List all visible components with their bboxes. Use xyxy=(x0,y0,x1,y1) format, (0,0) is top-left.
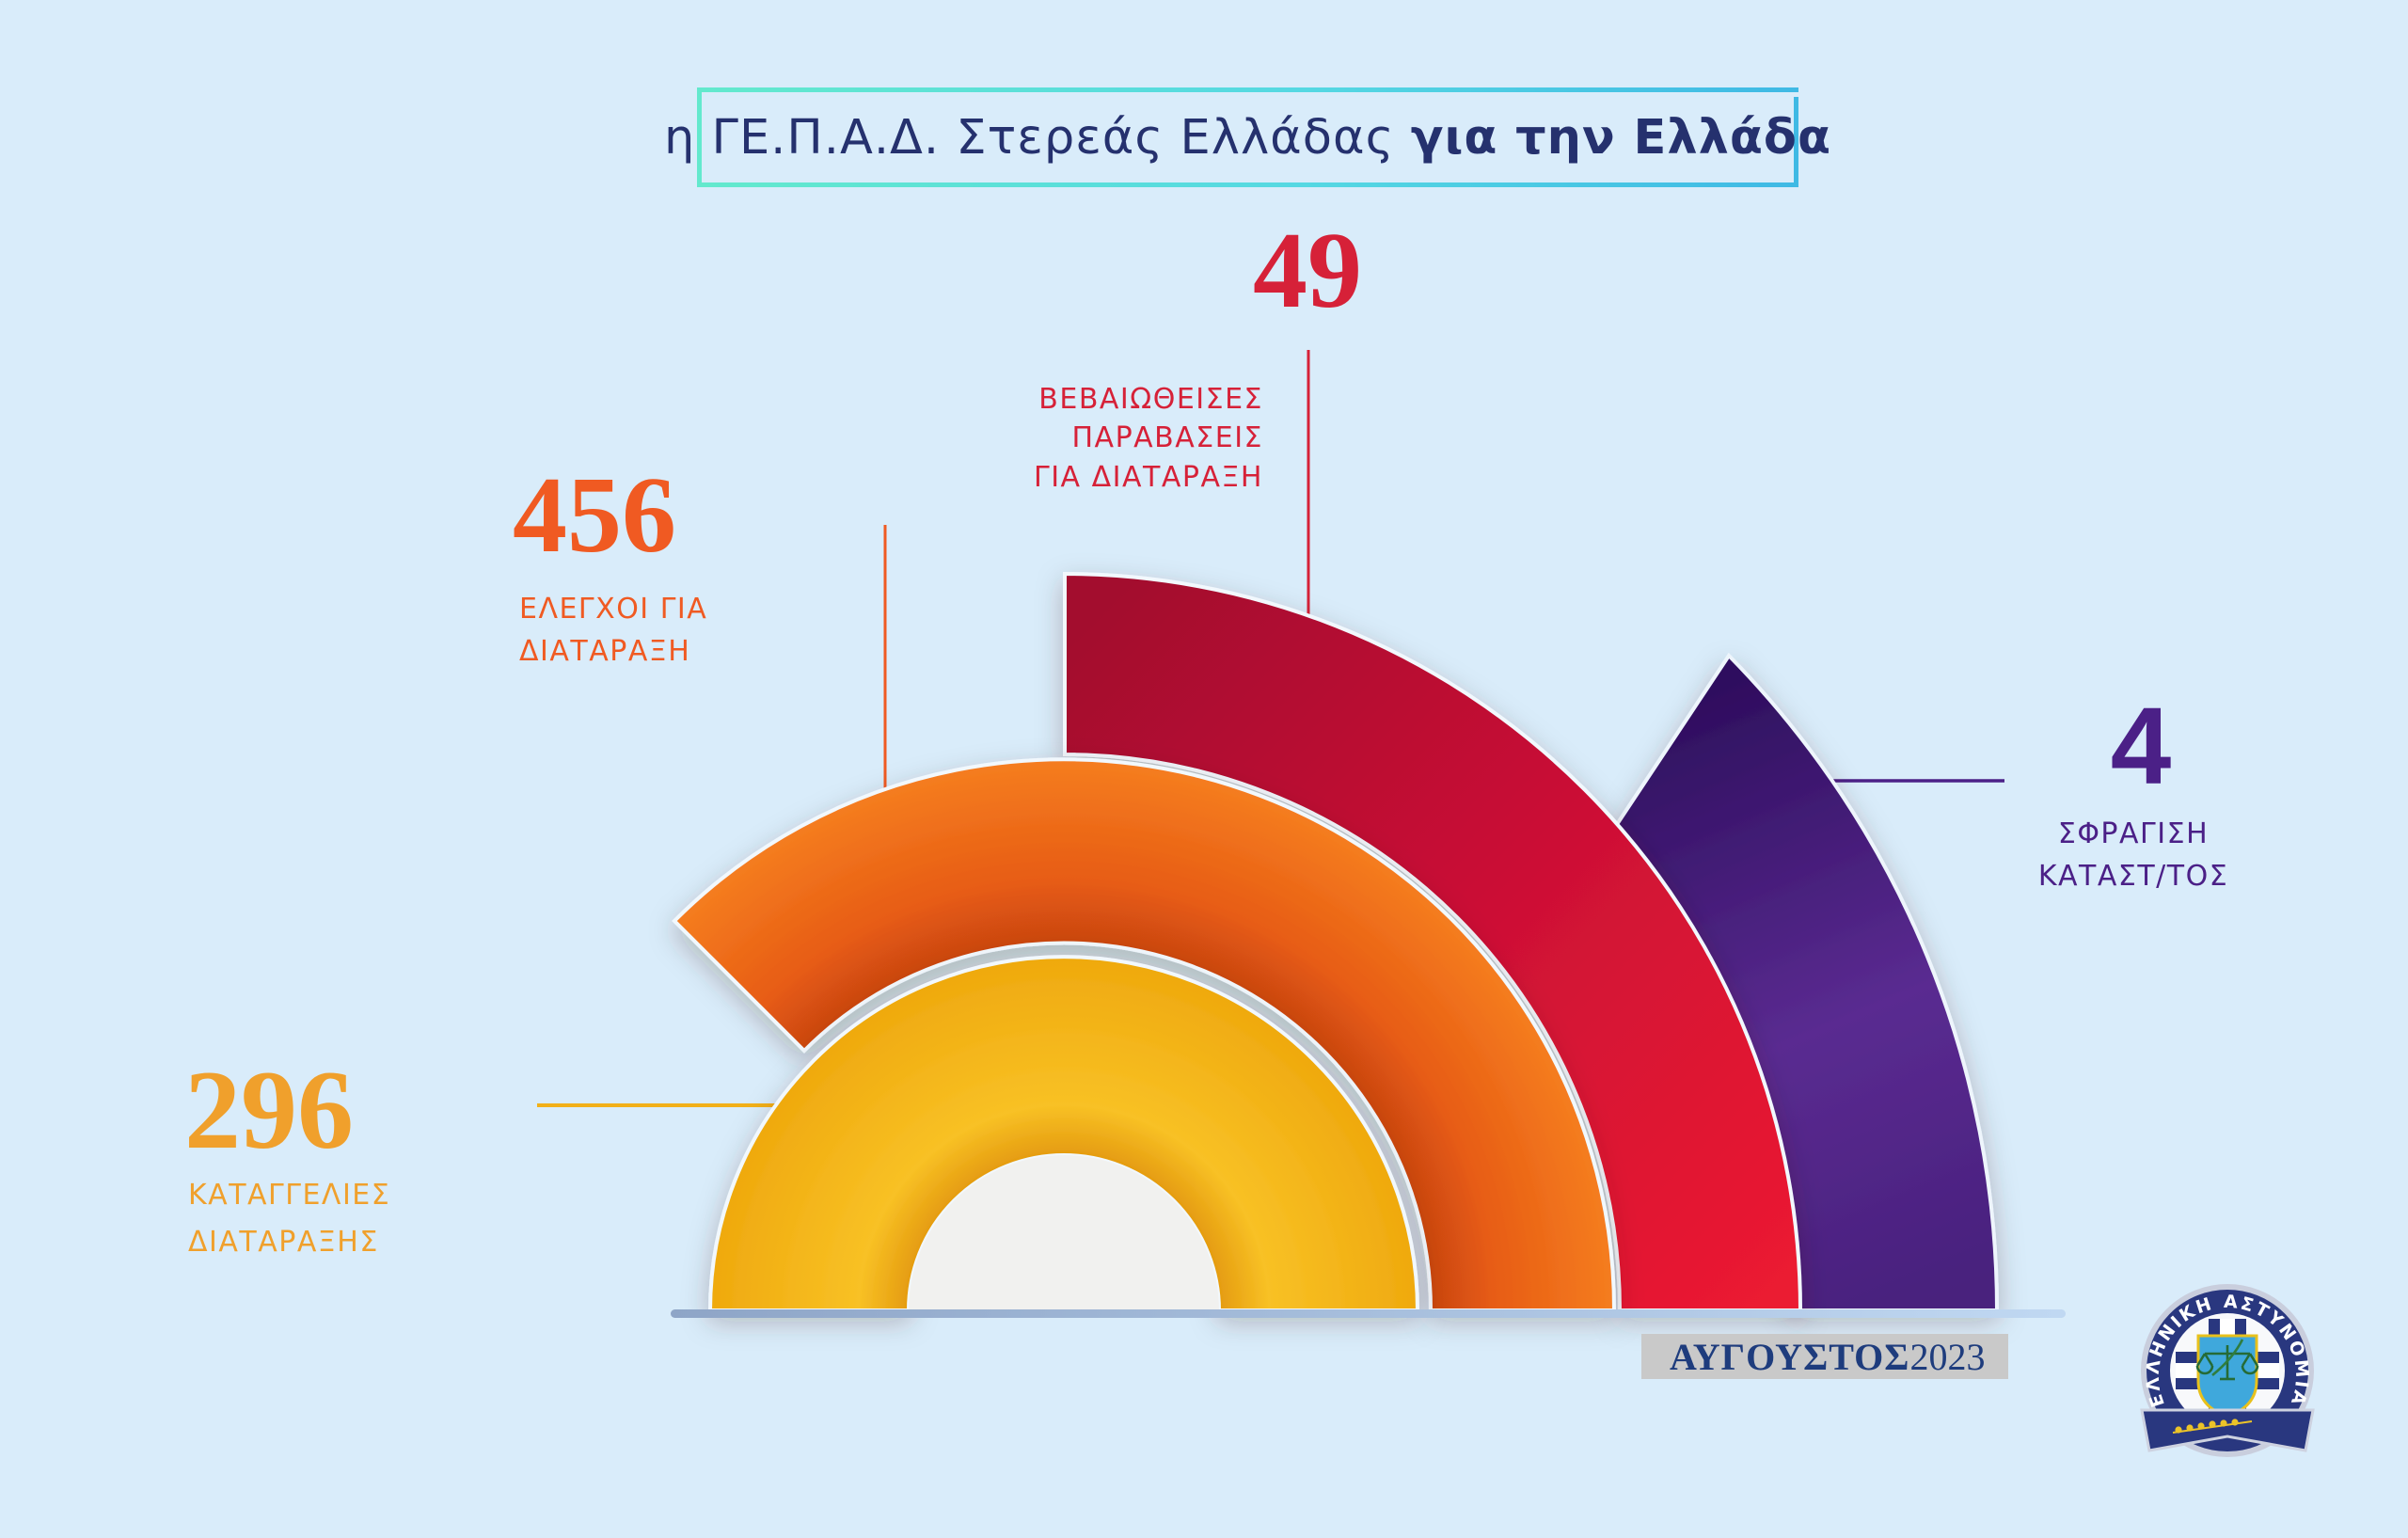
stat-label-line: ΔΙΑΤΑΡΑΞΗ xyxy=(519,635,691,668)
border-gap xyxy=(1447,178,1552,182)
border-gap xyxy=(939,178,963,182)
title-prefix: η ΓΕ.Π.Α.Δ. Στερεάς Ελλάδας xyxy=(664,109,1411,166)
stat-value-sealings: 4 xyxy=(2110,685,2172,807)
stat-label-line: ΕΛΕΓΧΟΙ ΓΙΑ xyxy=(519,593,708,626)
arc-center-hole xyxy=(909,1155,1219,1310)
stat-label-line: ΓΙΑ ΔΙΑΤΑΡΑΞΗ xyxy=(1034,460,1263,494)
border-gap xyxy=(1756,92,1807,97)
period-box: ΑΥΓΟΥΣΤΟΣ 2023 xyxy=(1641,1334,2008,1379)
border-gap xyxy=(1519,92,1698,97)
period-year: 2023 xyxy=(1909,1335,1986,1378)
stat-label-complaints: ΚΑΤΑΓΓΕΛΙΕΣ ΔΙΑΤΑΡΑΞΗΣ xyxy=(188,1172,390,1265)
stat-label-line: ΣΦΡΑΓΙΣΗ xyxy=(2057,817,2210,850)
title-bold: για την Ελλάδα xyxy=(1410,109,1831,166)
stat-label-line: ΠΑΡΑΒΑΣΕΙΣ xyxy=(1071,421,1263,455)
stat-value-inspections: 456 xyxy=(513,455,676,576)
logo-shield-icon xyxy=(2195,1334,2259,1419)
stat-value-complaints: 296 xyxy=(184,1047,354,1172)
stat-label-line: ΚΑΤΑΣΤ/ΤΟΣ xyxy=(2037,860,2229,893)
laurel-icon xyxy=(2172,1419,2253,1434)
title-box: η ΓΕ.Π.Α.Δ. Στερεάς Ελλάδας για την Ελλά… xyxy=(664,87,1830,187)
chart-baseline xyxy=(671,1309,2066,1318)
stat-label-sealings: ΣΦΡΑΓΙΣΗ ΚΑΤΑΣΤ/ΤΟΣ xyxy=(2038,813,2228,897)
stat-label-line: ΔΙΑΤΑΡΑΞΗΣ xyxy=(188,1225,379,1259)
border-gap xyxy=(1007,92,1149,97)
stat-label-line: ΒΕΒΑΙΩΘΕΙΣΕΣ xyxy=(1038,383,1263,416)
scales-icon xyxy=(2195,1339,2259,1381)
logo-ribbon xyxy=(2140,1408,2315,1452)
hellenic-police-logo: ΕΛΛΗΝΙΚΗ ΑΣΤΥΝΟΜΙΑ xyxy=(2140,1284,2315,1457)
page-title: η ΓΕ.Π.Α.Δ. Στερεάς Ελλάδας για την Ελλά… xyxy=(664,110,1831,166)
arc-inspections xyxy=(672,757,1617,1312)
stat-label-line: ΚΑΤΑΓΓΕΛΙΕΣ xyxy=(188,1179,391,1212)
arc-violations xyxy=(1063,571,1803,1312)
stat-value-violations: 49 xyxy=(1253,211,1362,331)
stat-label-inspections: ΕΛΕΓΧΟΙ ΓΙΑ ΔΙΑΤΑΡΑΞΗ xyxy=(519,588,707,673)
border-gap xyxy=(1086,178,1402,182)
stat-label-violations: ΒΕΒΑΙΩΘΕΙΣΕΣ ΠΑΡΑΒΑΣΕΙΣ ΓΙΑ ΔΙΑΤΑΡΑΞΗ xyxy=(1034,380,1263,497)
period-month: ΑΥΓΟΥΣΤΟΣ xyxy=(1670,1335,1910,1378)
